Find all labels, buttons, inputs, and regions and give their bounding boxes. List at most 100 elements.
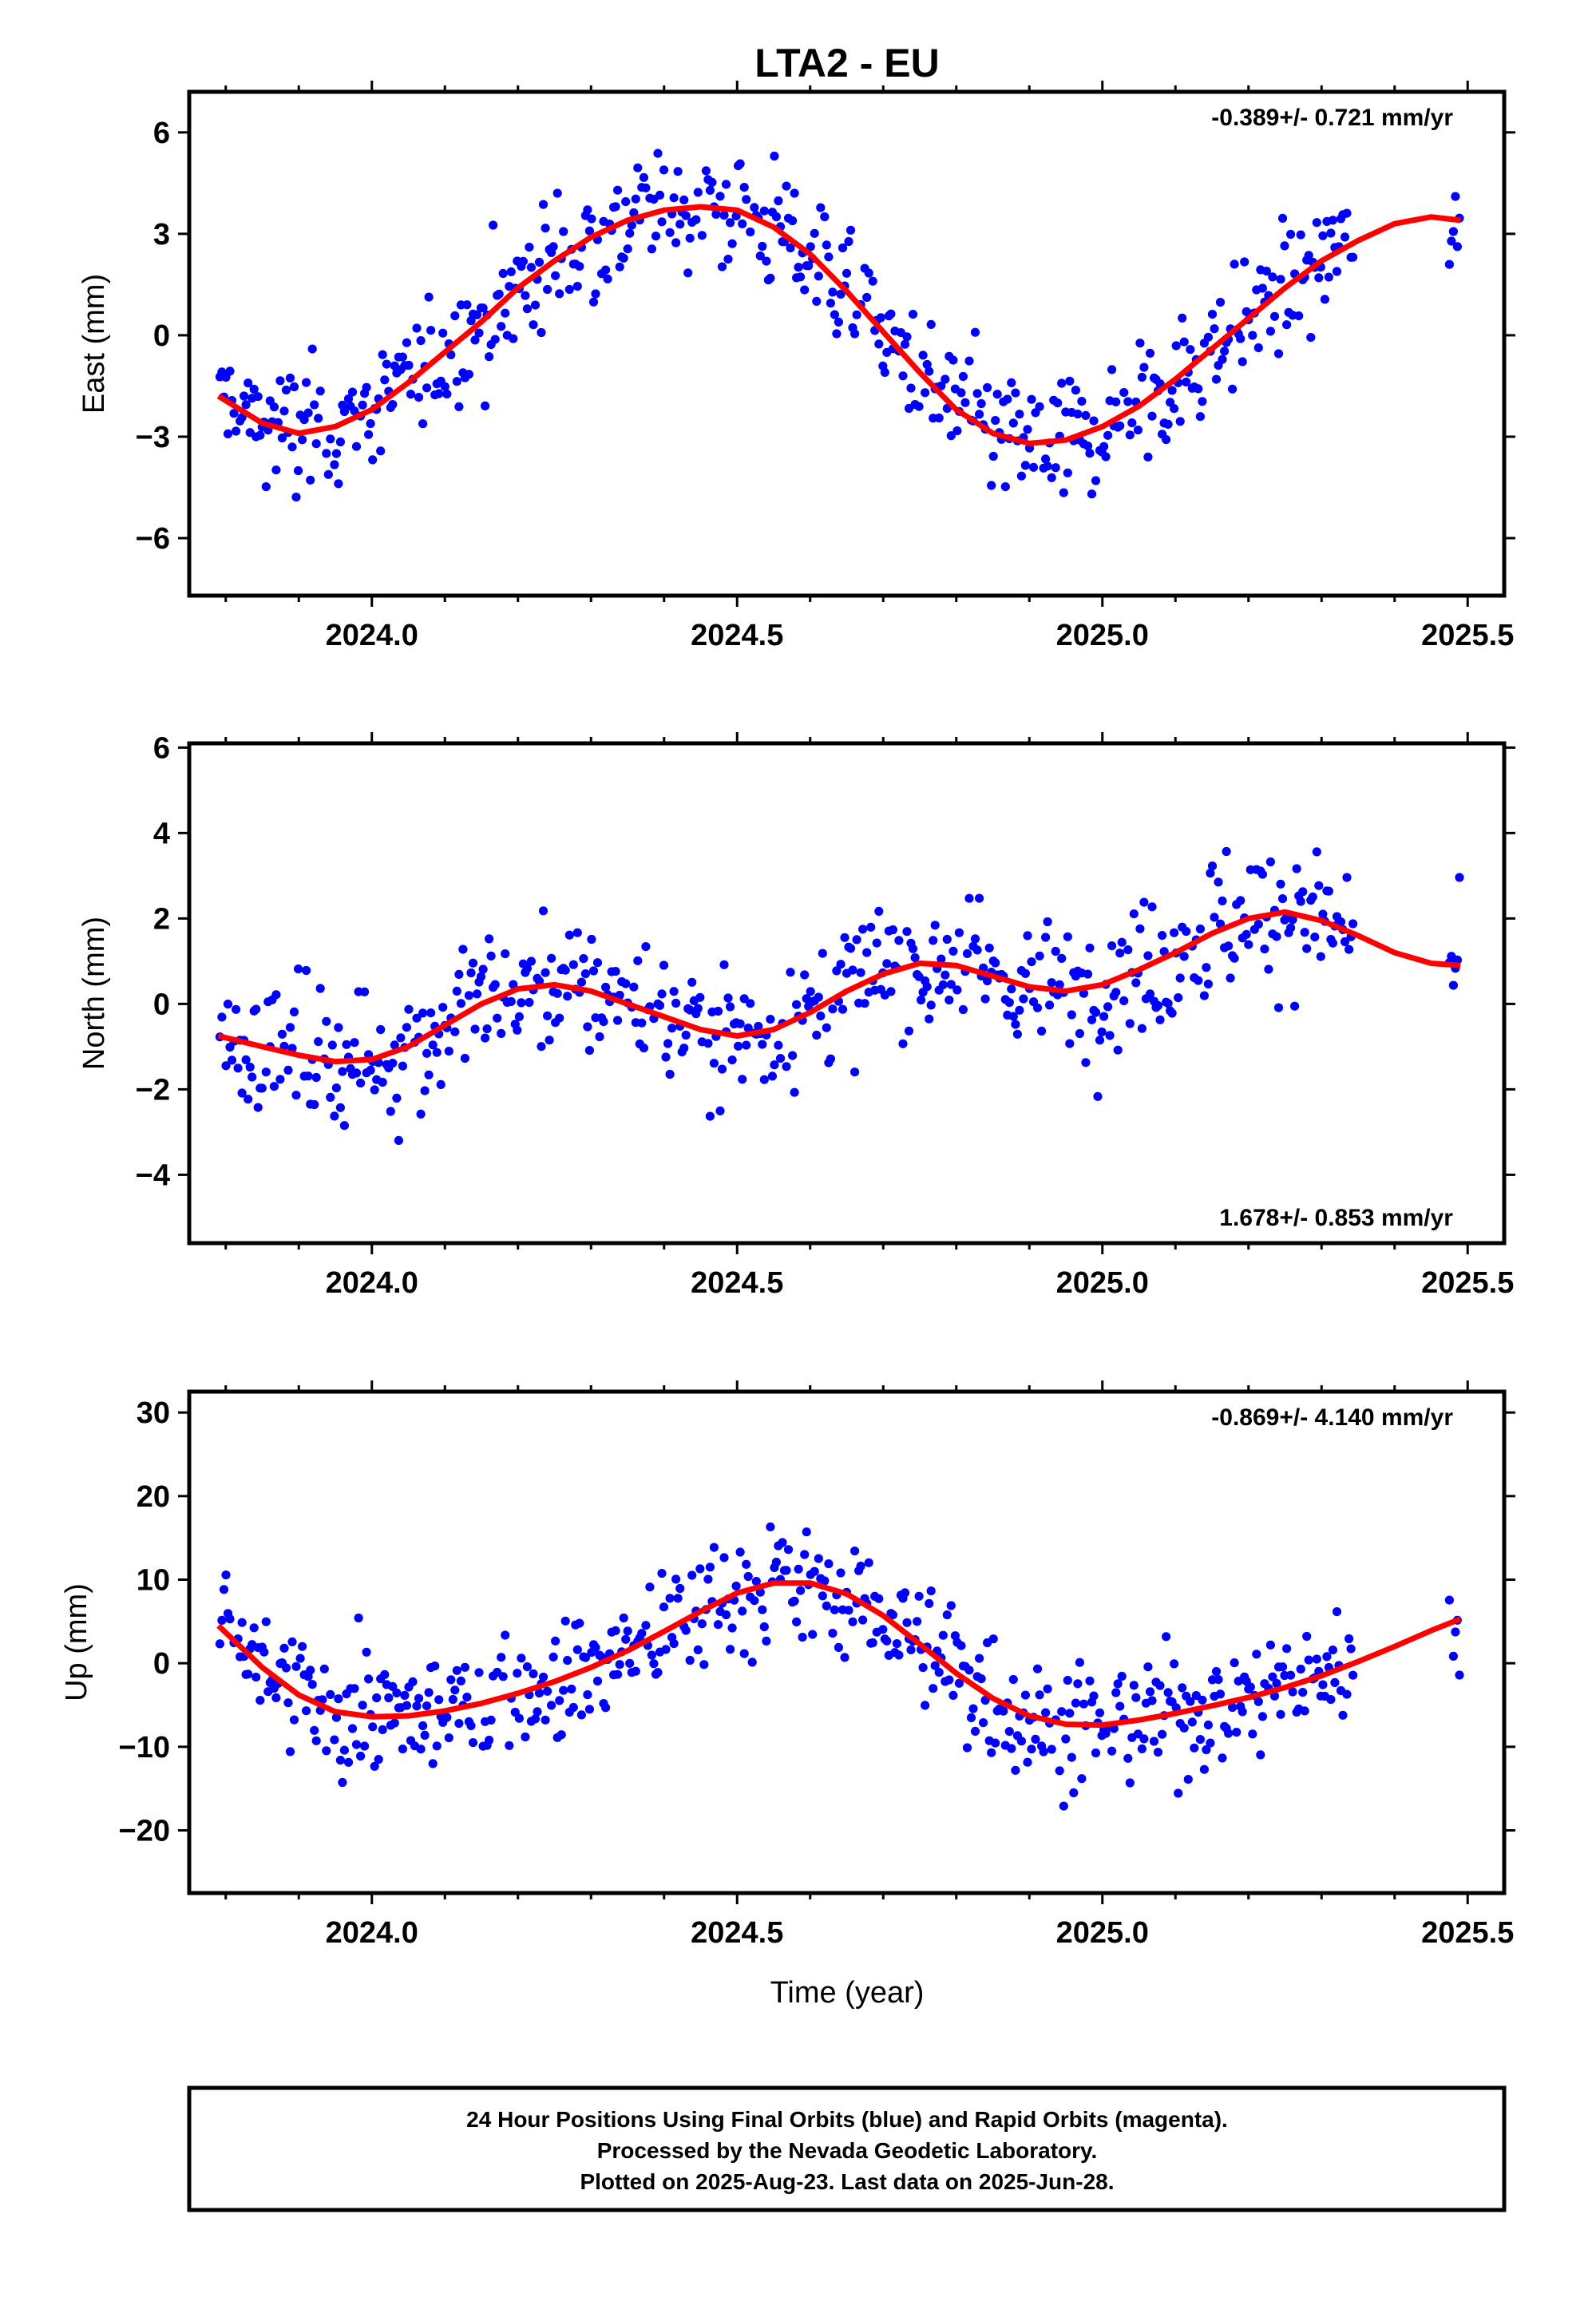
y-tick-label: −4 bbox=[136, 1158, 170, 1192]
data-point bbox=[1162, 435, 1171, 445]
data-point bbox=[633, 163, 643, 172]
data-point bbox=[601, 982, 611, 992]
data-point bbox=[788, 216, 798, 226]
data-point bbox=[1183, 1775, 1193, 1784]
data-point bbox=[576, 1710, 587, 1720]
data-point bbox=[647, 244, 657, 254]
data-point bbox=[322, 449, 331, 458]
data-point bbox=[872, 938, 881, 948]
data-point bbox=[709, 1059, 719, 1068]
data-point bbox=[717, 262, 727, 271]
data-point bbox=[950, 1631, 960, 1641]
data-point bbox=[225, 1614, 235, 1624]
data-point bbox=[742, 195, 751, 204]
data-point bbox=[976, 398, 986, 409]
data-point bbox=[322, 1746, 331, 1756]
data-point bbox=[846, 944, 856, 953]
data-point bbox=[1153, 1000, 1163, 1011]
data-point bbox=[366, 1065, 375, 1075]
y-tick-label: −2 bbox=[136, 1073, 170, 1107]
data-point bbox=[1195, 924, 1205, 934]
data-point bbox=[1276, 1709, 1285, 1719]
data-point bbox=[418, 1721, 428, 1731]
data-point bbox=[948, 355, 958, 365]
data-point bbox=[709, 1543, 719, 1552]
data-point bbox=[1174, 993, 1183, 1003]
data-point bbox=[701, 166, 711, 176]
data-point bbox=[1067, 1010, 1076, 1020]
data-point bbox=[1167, 1008, 1177, 1018]
data-point bbox=[1175, 417, 1185, 426]
data-point bbox=[960, 398, 970, 407]
x-tick-label: 2025.0 bbox=[1056, 1916, 1149, 1950]
data-point bbox=[991, 1738, 1000, 1748]
data-point bbox=[232, 426, 241, 436]
data-point bbox=[537, 327, 546, 338]
data-point bbox=[489, 220, 498, 230]
data-point bbox=[1202, 963, 1211, 972]
data-point bbox=[1186, 1697, 1195, 1706]
data-point bbox=[621, 1634, 631, 1644]
data-point bbox=[1218, 354, 1227, 364]
data-point bbox=[543, 284, 552, 295]
x-tick-label: 2024.5 bbox=[691, 1266, 783, 1300]
y-axis-label: East (mm) bbox=[77, 274, 111, 414]
data-point bbox=[485, 1735, 494, 1745]
data-point bbox=[930, 921, 940, 930]
y-tick-label: 0 bbox=[153, 1647, 170, 1681]
data-point bbox=[641, 183, 651, 192]
data-point bbox=[460, 1053, 470, 1063]
data-point bbox=[342, 1040, 351, 1049]
data-point bbox=[770, 1060, 779, 1070]
data-point bbox=[1199, 1764, 1209, 1774]
data-point bbox=[806, 987, 815, 996]
data-point bbox=[639, 172, 649, 182]
data-point bbox=[675, 1583, 685, 1594]
data-point bbox=[378, 1077, 387, 1087]
data-point bbox=[1195, 1735, 1205, 1745]
data-point bbox=[844, 1606, 853, 1615]
data-point bbox=[925, 1014, 934, 1024]
data-point bbox=[1273, 349, 1284, 358]
data-point bbox=[1448, 227, 1458, 236]
data-point bbox=[625, 1658, 635, 1668]
data-point bbox=[464, 991, 474, 1000]
data-point bbox=[1107, 365, 1117, 374]
data-point bbox=[579, 954, 588, 964]
data-point bbox=[808, 1630, 818, 1639]
data-point bbox=[1345, 1634, 1354, 1644]
data-point bbox=[575, 1618, 584, 1628]
data-point bbox=[1145, 1687, 1155, 1697]
data-point bbox=[452, 986, 461, 996]
data-point bbox=[402, 1023, 411, 1032]
data-point bbox=[362, 1647, 371, 1657]
data-point bbox=[723, 993, 733, 1003]
data-point bbox=[653, 149, 663, 158]
data-point bbox=[1187, 1717, 1197, 1727]
data-point bbox=[641, 1621, 651, 1630]
data-point bbox=[1240, 257, 1249, 267]
data-point bbox=[1280, 241, 1289, 251]
data-point bbox=[422, 1701, 432, 1711]
data-point bbox=[625, 228, 635, 238]
data-point bbox=[1071, 1698, 1080, 1708]
data-point bbox=[1230, 953, 1239, 963]
data-point bbox=[1340, 937, 1350, 947]
data-point bbox=[1105, 1031, 1115, 1040]
data-point bbox=[1265, 857, 1275, 867]
data-point bbox=[1276, 275, 1285, 284]
data-point bbox=[902, 927, 912, 937]
data-point bbox=[679, 195, 689, 204]
data-point bbox=[298, 1642, 307, 1651]
data-point bbox=[958, 371, 968, 382]
data-point bbox=[432, 1741, 442, 1751]
north-panel: 2024.0 2024.5 2025.0 2025.5 −4 −2 0 2 4 6 North (m… bbox=[77, 731, 1515, 1300]
data-point bbox=[498, 1672, 508, 1681]
x-tick-label: 2024.5 bbox=[691, 1916, 783, 1950]
data-point bbox=[954, 928, 964, 937]
data-point bbox=[908, 310, 918, 319]
data-point bbox=[983, 382, 992, 393]
x-tick-label: 2025.5 bbox=[1421, 1266, 1514, 1300]
data-point bbox=[603, 274, 612, 283]
data-point bbox=[1023, 931, 1032, 941]
